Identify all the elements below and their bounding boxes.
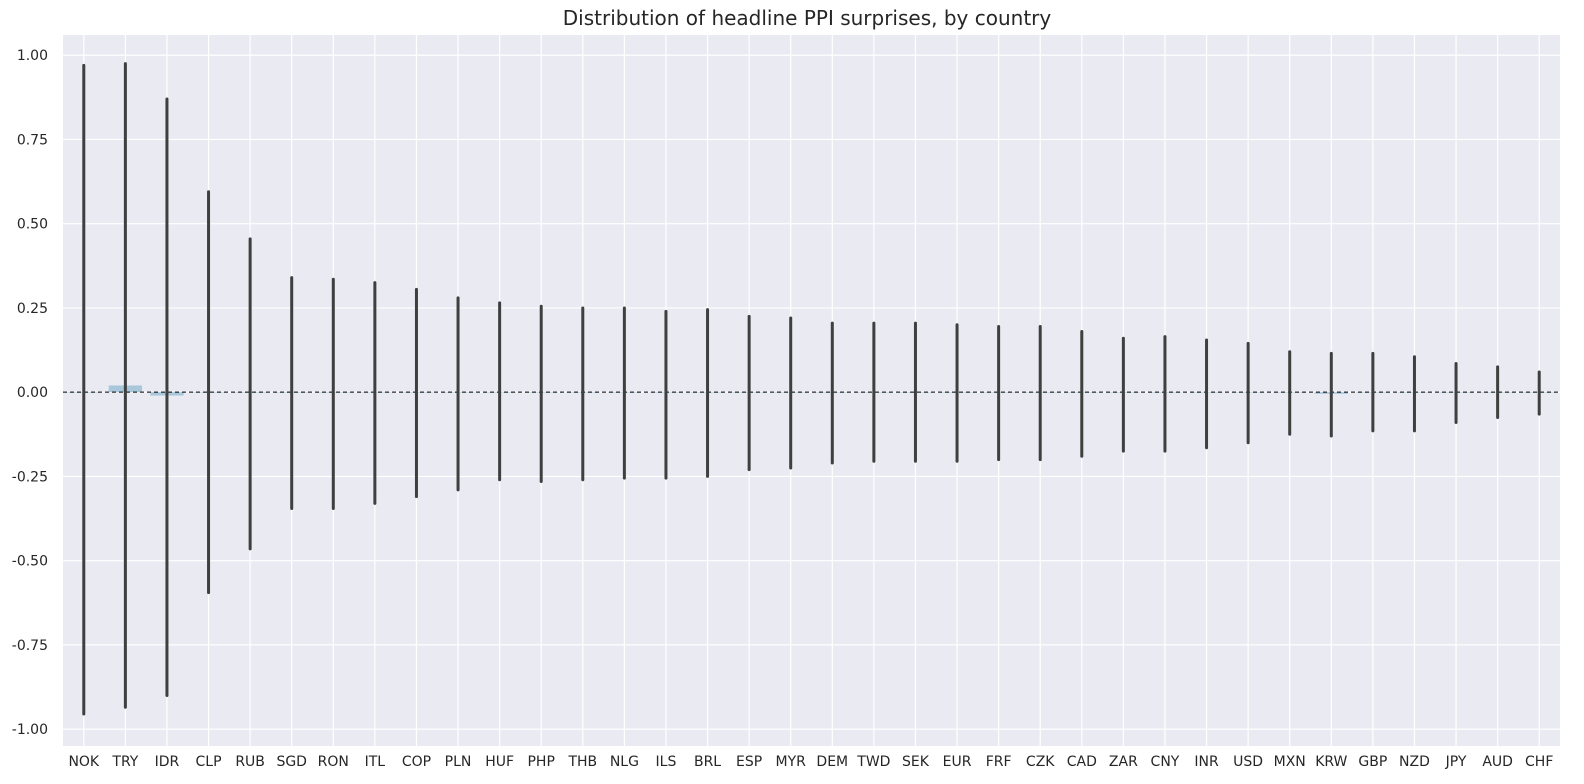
x-tick-label: NOK xyxy=(68,754,99,770)
x-tick-label: JPY xyxy=(1445,754,1467,770)
x-tick-label: TWD xyxy=(856,754,890,770)
y-tick-label: 0.00 xyxy=(17,385,48,401)
y-tick-label: 0.50 xyxy=(17,217,48,233)
x-tick-label: NLG xyxy=(610,754,639,770)
x-tick-label: SGD xyxy=(276,754,307,770)
x-tick-label: MYR xyxy=(776,754,807,770)
y-tick-label: 0.75 xyxy=(17,132,48,148)
x-tick-label: FRF xyxy=(986,754,1012,770)
x-axis-ticks: NOK TRY IDR CLP RUB SGD RON ITL COP PLN HUF PHP THB N… xyxy=(68,754,1553,770)
plot-background xyxy=(63,35,1560,746)
x-tick-label: CAD xyxy=(1067,754,1097,770)
x-tick-label: NZD xyxy=(1399,754,1430,770)
x-tick-label: GBP xyxy=(1358,754,1387,770)
x-tick-label: SEK xyxy=(902,754,930,770)
x-tick-label: MXN xyxy=(1274,754,1306,770)
x-tick-label: EUR xyxy=(943,754,972,770)
x-tick-label: PHP xyxy=(527,754,554,770)
x-tick-label: ILS xyxy=(656,754,677,770)
x-tick-label: COP xyxy=(402,754,431,770)
y-tick-label: 1.00 xyxy=(17,48,48,64)
x-tick-label: RON xyxy=(318,754,349,770)
x-tick-label: KRW xyxy=(1315,754,1347,770)
x-tick-label: AUD xyxy=(1482,754,1513,770)
x-tick-label: IDR xyxy=(155,754,180,770)
x-tick-label: CHF xyxy=(1525,754,1553,770)
x-tick-label: CLP xyxy=(196,754,222,770)
y-tick-label: 0.25 xyxy=(17,301,48,317)
x-tick-label: TRY xyxy=(111,754,138,770)
x-tick-label: ITL xyxy=(365,754,386,770)
y-axis-ticks: 1.00 0.75 0.50 0.25 0.00 -0.25 -0.50 -0.75 -1.00 xyxy=(12,48,48,738)
error-bars xyxy=(82,62,1541,716)
x-tick-label: BRL xyxy=(694,754,721,770)
x-tick-label: CNY xyxy=(1151,754,1180,770)
x-tick-label: INR xyxy=(1194,754,1219,770)
x-tick-label: HUF xyxy=(485,754,514,770)
x-tick-label: DEM xyxy=(816,754,848,770)
x-tick-label: USD xyxy=(1233,754,1263,770)
x-tick-label: ZAR xyxy=(1109,754,1138,770)
chart-title: Distribution of headline PPI surprises, … xyxy=(563,6,1052,30)
y-tick-label: -0.25 xyxy=(12,469,48,485)
x-tick-label: CZK xyxy=(1026,754,1055,770)
x-tick-label: THB xyxy=(567,754,597,770)
x-tick-label: PLN xyxy=(445,754,472,770)
x-tick-label: ESP xyxy=(736,754,762,770)
x-tick-label: RUB xyxy=(235,754,265,770)
y-tick-label: -0.75 xyxy=(12,638,48,654)
y-tick-label: -1.00 xyxy=(12,722,48,738)
y-tick-label: -0.50 xyxy=(12,554,48,570)
